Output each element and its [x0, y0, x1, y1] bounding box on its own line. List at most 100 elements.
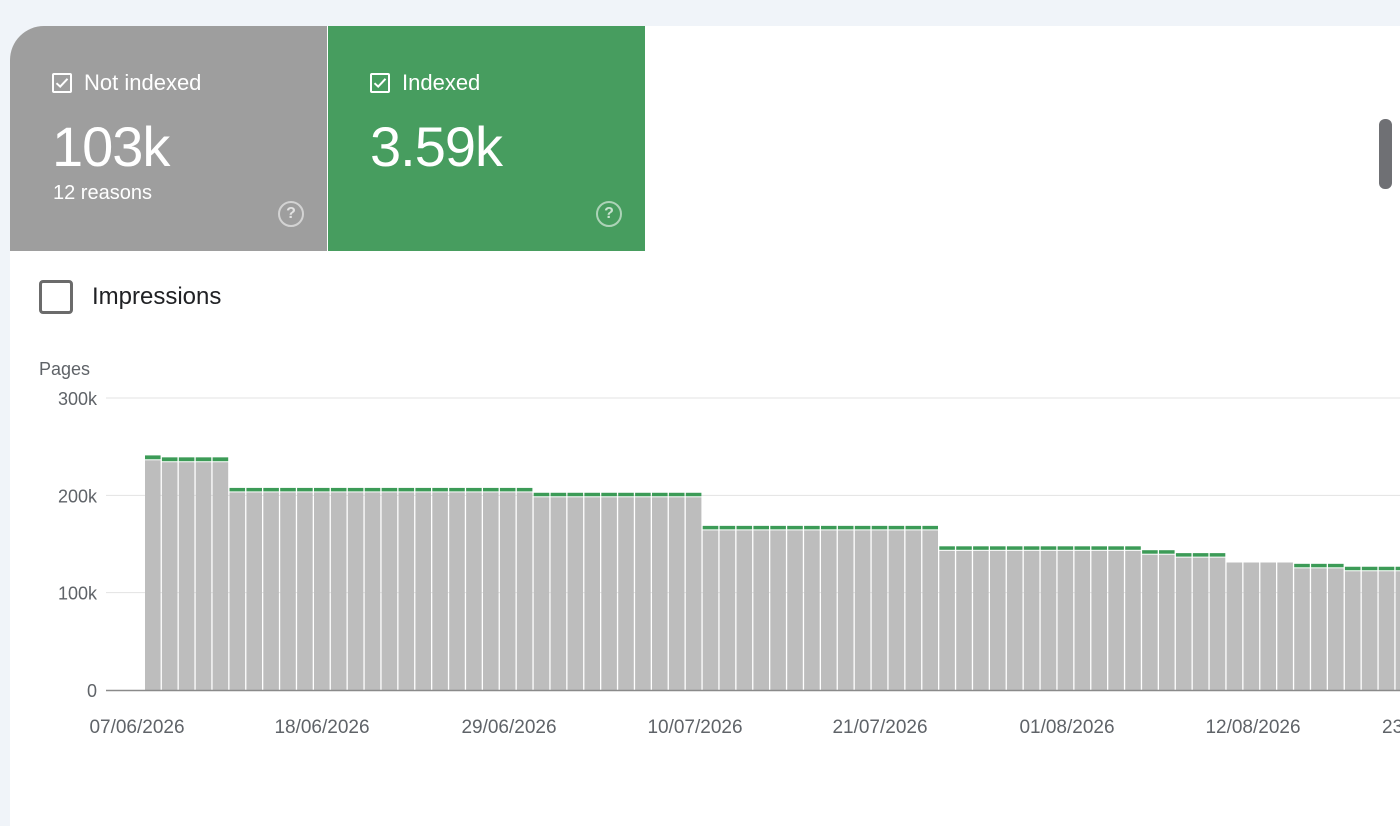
bar-indexed — [1328, 563, 1344, 568]
bar-indexed — [246, 487, 262, 492]
not-indexed-label: Not indexed — [84, 70, 202, 95]
bar-not-indexed — [483, 492, 499, 690]
bar-not-indexed — [939, 550, 955, 690]
bar-indexed — [1378, 566, 1395, 571]
not-indexed-count: 103k — [52, 115, 170, 178]
x-tick-label: 29/06/2026 — [461, 717, 556, 738]
bar-indexed — [466, 487, 482, 492]
coverage-card: Not indexed 103k 12 reasons ? Indexed 3.… — [10, 26, 1400, 826]
x-tick-label: 10/07/2026 — [647, 717, 742, 738]
bar-not-indexed — [1091, 550, 1107, 690]
bar-not-indexed — [1243, 562, 1260, 690]
help-icon[interactable]: ? — [596, 201, 622, 227]
bar-not-indexed — [347, 492, 364, 690]
not-indexed-reasons: 12 reasons — [53, 182, 152, 204]
bar-not-indexed — [956, 550, 972, 690]
bar-not-indexed — [533, 497, 550, 690]
bar-indexed — [161, 457, 178, 462]
bar-not-indexed — [466, 492, 482, 690]
bar-indexed — [314, 487, 330, 492]
bar-not-indexed — [161, 462, 178, 690]
bar-not-indexed — [584, 497, 600, 690]
impressions-label: Impressions — [92, 283, 222, 310]
y-tick-label: 300k — [58, 389, 98, 409]
bar-indexed — [415, 487, 431, 492]
bar-not-indexed — [246, 492, 262, 690]
bar-not-indexed — [685, 497, 702, 690]
bar-not-indexed — [1311, 568, 1327, 690]
bar-not-indexed — [314, 492, 330, 690]
y-tick-label: 100k — [58, 584, 98, 604]
bar-indexed — [1294, 563, 1310, 568]
bar-indexed — [398, 487, 415, 492]
bar-indexed — [1125, 546, 1141, 550]
bar-indexed — [888, 525, 905, 530]
bar-not-indexed — [1040, 550, 1057, 690]
help-icon[interactable]: ? — [278, 201, 304, 227]
bar-indexed — [212, 457, 229, 462]
bar-indexed — [1006, 546, 1023, 550]
bar-not-indexed — [516, 492, 533, 690]
bar-indexed — [871, 525, 888, 530]
bar-indexed — [1040, 546, 1057, 550]
bar-indexed — [837, 525, 854, 530]
bar-not-indexed — [635, 497, 651, 690]
bar-not-indexed — [736, 530, 753, 690]
bar-not-indexed — [770, 530, 786, 690]
bar-indexed — [1361, 566, 1378, 571]
bar-indexed — [432, 487, 448, 492]
bar-indexed — [567, 492, 584, 497]
y-tick-label: 200k — [58, 486, 98, 506]
bar-not-indexed — [212, 462, 229, 690]
x-tick-label: 07/06/2026 — [89, 717, 184, 738]
bar-indexed — [821, 525, 837, 530]
bar-indexed — [804, 525, 820, 530]
bar-indexed — [685, 492, 702, 497]
bar-indexed — [922, 525, 938, 530]
bar-not-indexed — [145, 460, 161, 690]
bar-not-indexed — [1057, 550, 1074, 690]
bar-indexed — [1311, 563, 1327, 568]
not-indexed-tile[interactable]: Not indexed 103k 12 reasons ? — [10, 26, 327, 251]
bar-indexed — [381, 487, 398, 492]
bar-not-indexed — [1192, 557, 1209, 690]
bar-indexed — [990, 546, 1006, 550]
bar-indexed — [854, 525, 871, 530]
bar-indexed — [1192, 553, 1209, 557]
impressions-toggle[interactable]: Impressions — [39, 280, 221, 314]
checkbox-checked-icon[interactable] — [52, 73, 72, 93]
bar-not-indexed — [178, 462, 195, 690]
bar-indexed — [973, 546, 989, 550]
bar-not-indexed — [668, 497, 685, 690]
indexed-tile[interactable]: Indexed 3.59k ? — [328, 26, 645, 251]
bar-not-indexed — [432, 492, 448, 690]
checkbox-unchecked-icon[interactable] — [39, 280, 73, 314]
indexed-header: Indexed — [370, 70, 480, 96]
bar-indexed — [787, 525, 803, 530]
bar-not-indexed — [364, 492, 381, 690]
bar-not-indexed — [1074, 550, 1091, 690]
bar-indexed — [1074, 546, 1091, 550]
bar-not-indexed — [1361, 571, 1378, 690]
scrollbar[interactable] — [1379, 119, 1392, 189]
x-tick-label: 18/06/2026 — [274, 717, 369, 738]
bar-not-indexed — [449, 492, 465, 690]
bar-not-indexed — [1125, 550, 1141, 690]
bar-indexed — [635, 492, 651, 497]
bar-not-indexed — [398, 492, 415, 690]
bar-not-indexed — [1006, 550, 1023, 690]
bar-indexed — [347, 487, 364, 492]
bar-not-indexed — [821, 530, 837, 690]
bar-indexed — [1091, 546, 1107, 550]
checkbox-checked-icon[interactable] — [370, 73, 390, 93]
bar-indexed — [939, 546, 955, 550]
bar-indexed — [956, 546, 972, 550]
bar-indexed — [736, 525, 753, 530]
bar-indexed — [905, 525, 922, 530]
bar-not-indexed — [888, 530, 905, 690]
bar-indexed — [719, 525, 736, 530]
bar-indexed — [601, 492, 617, 497]
indexed-label: Indexed — [402, 70, 481, 95]
bar-not-indexed — [1260, 562, 1276, 690]
bar-not-indexed — [1344, 571, 1361, 690]
